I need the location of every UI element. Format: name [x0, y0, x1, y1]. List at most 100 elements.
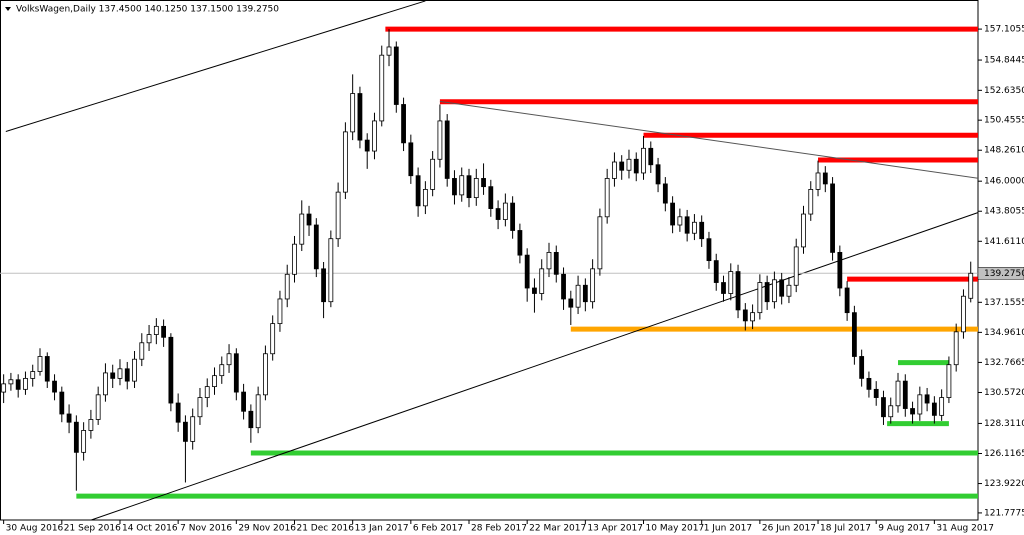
last-price-label: 139.2750: [984, 269, 1024, 279]
plot-area: [0, 0, 978, 520]
candle-body: [546, 251, 552, 270]
y-tick-label: 130.5720: [984, 388, 1024, 398]
candle-body: [248, 410, 254, 429]
plot-frame: [0, 0, 979, 521]
candle-body: [393, 46, 399, 105]
candle-body: [561, 273, 566, 300]
candle-body: [292, 243, 297, 275]
candle-body: [263, 353, 268, 396]
y-tick-label: 134.9610: [984, 328, 1024, 338]
candle-body: [895, 380, 901, 407]
candle-body: [539, 268, 545, 294]
candle-body: [757, 282, 763, 314]
y-tick-label: 137.1555: [984, 298, 1024, 308]
y-tick-label: 132.7665: [984, 358, 1024, 368]
candle-body: [110, 372, 116, 379]
candle-body: [713, 260, 719, 283]
trend-line: [90, 212, 978, 520]
candle-body: [568, 298, 574, 308]
candle-body: [81, 430, 87, 453]
candle-body: [350, 93, 356, 133]
menu-triangle: [5, 7, 11, 11]
candle-body: [437, 120, 443, 160]
y-tick-label: 146.0000: [984, 177, 1024, 187]
candle-body: [735, 271, 741, 311]
candle-body: [822, 172, 828, 185]
candle-body: [321, 268, 326, 303]
x-tick-label: 26 Jun 2017: [762, 524, 816, 534]
candle-body: [648, 147, 654, 166]
candle-body: [604, 178, 610, 218]
candle-body: [153, 325, 159, 335]
candle-body: [968, 272, 974, 299]
candle-body: [742, 309, 748, 322]
candle-body: [255, 394, 261, 429]
y-tick-label: 121.7775: [984, 508, 1024, 518]
candle-body: [677, 216, 683, 226]
candle-body: [37, 356, 43, 372]
candle-body: [386, 46, 392, 56]
x-tick-label: 21 Sep 2016: [64, 524, 121, 534]
candle-body: [452, 178, 457, 196]
y-tick-label: 148.2610: [984, 146, 1024, 156]
candle-body: [924, 394, 930, 404]
candle-body: [299, 213, 305, 245]
x-tick-label: 1 Jun 2017: [704, 524, 752, 534]
candle-body: [619, 161, 625, 171]
candle-body: [1, 383, 7, 393]
candle-body: [873, 388, 879, 398]
candle-body: [190, 416, 196, 442]
candle-body: [888, 405, 894, 418]
candle-body: [168, 336, 174, 404]
candle-body: [510, 202, 516, 231]
candle-body: [772, 279, 777, 303]
candle-body: [15, 379, 21, 390]
y-tick-label: 126.1165: [984, 449, 1024, 459]
candle-body: [953, 331, 959, 366]
candle-body: [633, 158, 639, 174]
candle-body: [328, 238, 334, 303]
last-price-box: [977, 267, 1024, 280]
x-tick-label: 10 May 2017: [646, 524, 705, 534]
candle-body: [73, 421, 79, 453]
candle-body: [59, 391, 65, 415]
y-tick-label: 123.9220: [984, 479, 1024, 489]
candle-body: [801, 213, 806, 248]
candle-body: [837, 251, 843, 289]
x-tick-label: 14 Oct 2016: [122, 524, 178, 534]
candle-body: [851, 312, 857, 357]
candle-body: [881, 397, 886, 418]
y-tick-label: 150.4555: [984, 116, 1024, 126]
candle-body: [684, 216, 690, 234]
y-tick-label: 128.3110: [984, 419, 1024, 429]
candle-body: [524, 254, 530, 289]
candle-body: [815, 172, 821, 190]
candle-body: [575, 284, 581, 308]
candle-body: [197, 397, 203, 418]
x-tick-label: 18 Jul 2017: [820, 524, 871, 534]
x-tick-label: 22 Mar 2017: [529, 524, 586, 534]
candle-body: [532, 287, 537, 294]
candle-body: [706, 238, 712, 262]
candle-body: [233, 353, 239, 393]
candle-body: [466, 175, 472, 199]
candle-body: [764, 282, 770, 303]
candle-body: [721, 282, 726, 294]
candle-body: [124, 368, 130, 382]
candle-body: [415, 175, 421, 207]
candle-body: [626, 158, 632, 171]
x-tick-label: 13 Apr 2017: [587, 524, 643, 534]
candle-body: [88, 419, 94, 431]
candle-body: [372, 120, 377, 152]
x-tick-label: 13 Jan 2017: [355, 524, 409, 534]
candle-body: [103, 372, 108, 396]
chart-title: VolksWagen,Daily 137.4500 140.1250 137.1…: [16, 5, 279, 15]
candle-body: [830, 183, 835, 253]
candle-body: [502, 202, 508, 220]
candle-body: [786, 284, 792, 297]
candle-body: [670, 202, 676, 226]
candle-body: [422, 189, 428, 207]
candle-body: [379, 54, 385, 122]
candle-body: [641, 147, 646, 174]
candle-body: [132, 358, 137, 382]
